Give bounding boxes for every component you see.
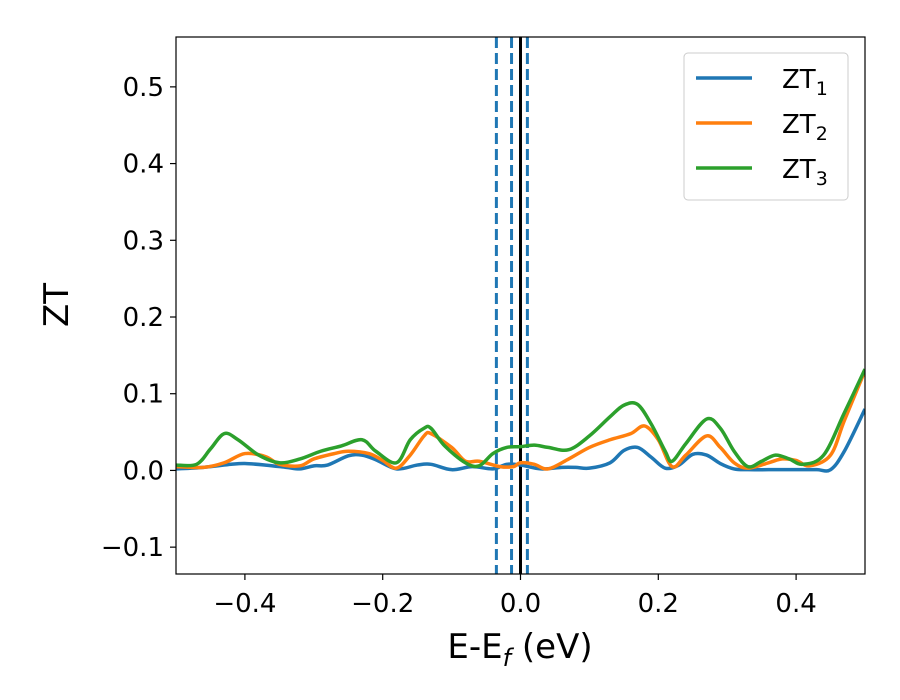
y-tick-label: 0.3 [123,226,164,256]
x-axis-ticks: −0.4 −0.2 0.0 0.2 0.4 [213,574,817,619]
legend-box [683,52,849,201]
y-axis-ticks: −0.1 0.0 0.1 0.2 0.3 0.4 0.5 [101,73,176,563]
legend-label-2: ZT2 [782,110,828,145]
y-tick-label: 0.1 [123,380,164,410]
legend-label-1: ZT1 [782,65,828,100]
y-axis-label: ZT [37,283,77,327]
x-tick-label: 0.0 [500,589,541,619]
series-line-3 [176,368,865,469]
y-tick-label: 0.0 [123,456,164,486]
x-tick-label: 0.4 [775,589,816,619]
y-tick-label: −0.1 [101,533,164,563]
x-axis-label: E-Ef (eV) [447,627,592,672]
x-tick-label: −0.4 [213,589,276,619]
series-lines [176,368,865,473]
fermi-lines [494,37,529,574]
y-tick-label: 0.5 [123,73,164,103]
x-tick-label: −0.2 [351,589,414,619]
legend: ZT1 ZT2 ZT3 [683,52,849,201]
x-tick-label: 0.2 [638,589,679,619]
y-tick-label: 0.2 [123,303,164,333]
y-tick-label: 0.4 [123,150,164,180]
legend-label-3: ZT3 [782,155,828,190]
